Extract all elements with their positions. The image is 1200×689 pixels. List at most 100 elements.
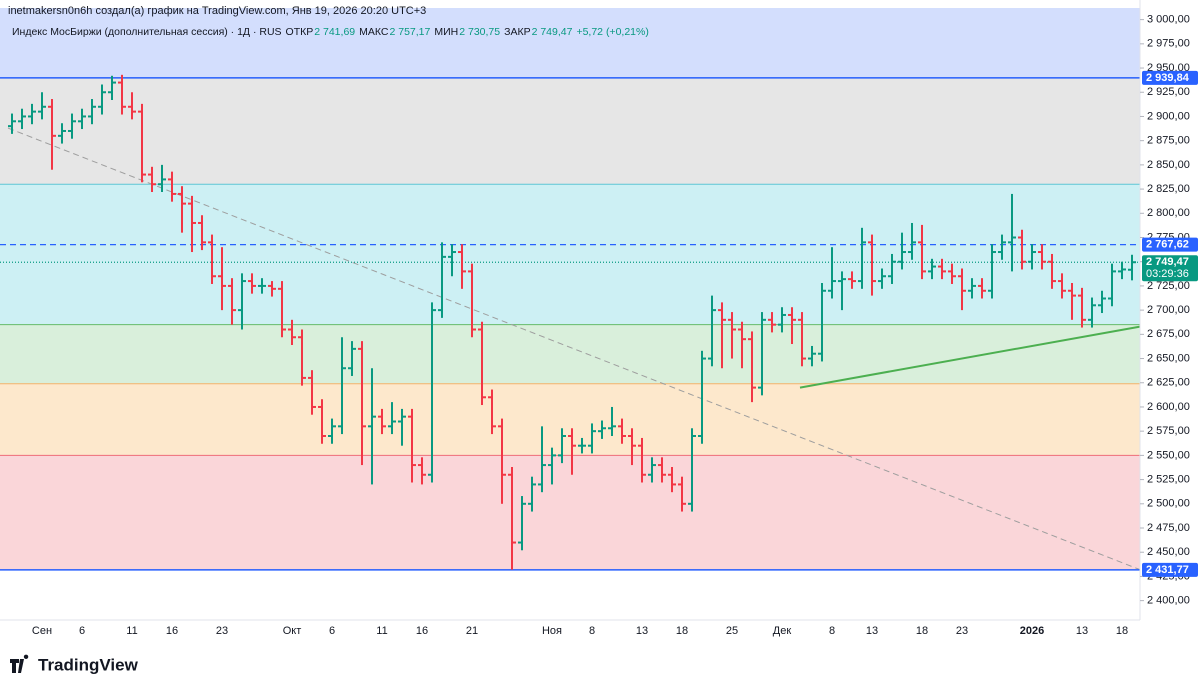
zone <box>0 77 1140 185</box>
ohlc-bar <box>838 271 846 311</box>
ohlc-bar <box>1088 297 1096 328</box>
price-label-bg <box>1142 237 1198 252</box>
y-tick-label: 2 675,00 <box>1147 328 1190 340</box>
ohlc-bar <box>318 399 326 444</box>
ohlc-bar <box>438 242 446 318</box>
x-tick-label: 13 <box>636 625 648 637</box>
price-label-bg <box>1142 255 1198 282</box>
x-tick-label: 16 <box>166 625 178 637</box>
legend-key: ЗАКР <box>504 26 530 38</box>
trendline <box>7 127 1141 571</box>
ohlc-bar <box>498 418 506 504</box>
legend-value: 2 749,47 <box>532 26 573 38</box>
ohlc-bar <box>868 234 876 296</box>
ohlc-bar <box>778 307 786 333</box>
ohlc-bar <box>458 244 466 289</box>
legend-key: ОТКР <box>286 26 314 38</box>
ohlc-bar <box>738 321 746 369</box>
ohlc-bar <box>1028 244 1036 270</box>
ohlc-bar <box>578 437 586 454</box>
ohlc-bar <box>128 92 136 120</box>
y-tick-label: 2 475,00 <box>1147 522 1190 534</box>
x-tick-label: 18 <box>1116 625 1128 637</box>
price-label: 2 431,77 <box>1146 564 1189 576</box>
ohlc-bar <box>328 418 336 444</box>
ohlc-bar <box>298 329 306 386</box>
countdown: 03:29:36 <box>1146 268 1189 280</box>
ohlc-bar <box>638 437 646 483</box>
ohlc-bar <box>388 402 396 435</box>
ohlc-bar <box>368 368 376 485</box>
x-tick-label: 2026 <box>1020 625 1044 637</box>
ohlc-bar <box>8 113 16 134</box>
plot: Сен 6 11 16 23 Окт 6 11 16 21 Ноя 8 13 18 25 Дек 8 13 18 23… <box>0 74 1141 637</box>
ohlc-bar <box>1128 254 1136 281</box>
ohlc-bar <box>168 171 176 202</box>
x-tick-label: 18 <box>916 625 928 637</box>
ohlc-bar <box>28 103 36 125</box>
y-tick-label: 2 625,00 <box>1147 377 1190 389</box>
ohlc-bar <box>138 103 146 183</box>
ohlc-bar <box>88 99 96 125</box>
ohlc-bar <box>818 283 826 362</box>
ohlc-bar <box>158 164 166 192</box>
y-tick-label: 2 900,00 <box>1147 110 1190 122</box>
logo-icon <box>10 654 29 673</box>
ohlc-bar <box>308 370 316 415</box>
ohlc-bar <box>408 408 416 483</box>
x-tick-label: Окт <box>283 625 302 637</box>
ohlc-bar <box>278 281 286 338</box>
x-tick-label: 25 <box>726 625 738 637</box>
y-tick-label: 2 725,00 <box>1147 280 1190 292</box>
ohlc-bar <box>358 341 366 466</box>
ohlc-bar <box>928 258 936 280</box>
ohlc-bar <box>678 476 686 512</box>
ohlc-bar <box>588 423 596 454</box>
ohlc-bar <box>918 224 926 280</box>
y-tick-label: 2 400,00 <box>1147 595 1190 607</box>
x-tick-label: 8 <box>829 625 835 637</box>
x-tick-label: 6 <box>79 625 85 637</box>
ohlc-bar <box>828 247 836 299</box>
symbol: Индекс МосБиржи (дополнительная сессия) … <box>12 26 282 38</box>
ohlc-bar <box>428 302 436 483</box>
ohlc-bar <box>548 447 556 485</box>
legend-key: МАКС <box>359 26 389 38</box>
ohlc-bar <box>288 319 296 345</box>
y-tick-label: 2 575,00 <box>1147 425 1190 437</box>
ohlc-bar <box>338 337 346 435</box>
y-tick-label: 2 700,00 <box>1147 304 1190 316</box>
ohlc-bar <box>628 428 636 466</box>
ohlc-bar <box>1108 263 1116 307</box>
ohlc-bar <box>258 278 266 294</box>
zones <box>0 8 1140 571</box>
price-label-bg <box>1142 70 1198 85</box>
x-tick-label: 11 <box>126 625 137 637</box>
ohlc-bar <box>1098 290 1106 314</box>
y-tick-label: 3 000,00 <box>1147 14 1190 26</box>
ohlc-bar <box>1058 273 1066 299</box>
ohlc-bar <box>568 428 576 475</box>
ohlc-bar <box>1068 283 1076 320</box>
ohlc-bar <box>538 426 546 493</box>
ohlc-bar <box>468 263 476 338</box>
y-tick-label: 2 450,00 <box>1147 546 1190 558</box>
y-tick-label: 2 925,00 <box>1147 86 1190 98</box>
y-tick-label: 2 850,00 <box>1147 159 1190 171</box>
price-axis: 2 400,002 425,002 450,002 475,002 500,00… <box>1140 14 1198 607</box>
y-tick-label: 2 550,00 <box>1147 449 1190 461</box>
ohlc-bar <box>528 476 536 512</box>
ohlc-bar <box>248 273 256 294</box>
trendline <box>799 325 1141 389</box>
ohlc-bar <box>18 108 26 130</box>
ohlc-bar <box>98 84 106 115</box>
ohlc-bar <box>1118 261 1126 280</box>
x-tick-label: 6 <box>329 625 335 637</box>
y-tick-label: 2 800,00 <box>1147 207 1190 219</box>
zone <box>0 455 1140 570</box>
ohlc-bar <box>708 295 716 367</box>
ohlc-bar <box>378 408 386 435</box>
y-tick-label: 2 825,00 <box>1147 183 1190 195</box>
ohlc-bar <box>1008 193 1016 272</box>
